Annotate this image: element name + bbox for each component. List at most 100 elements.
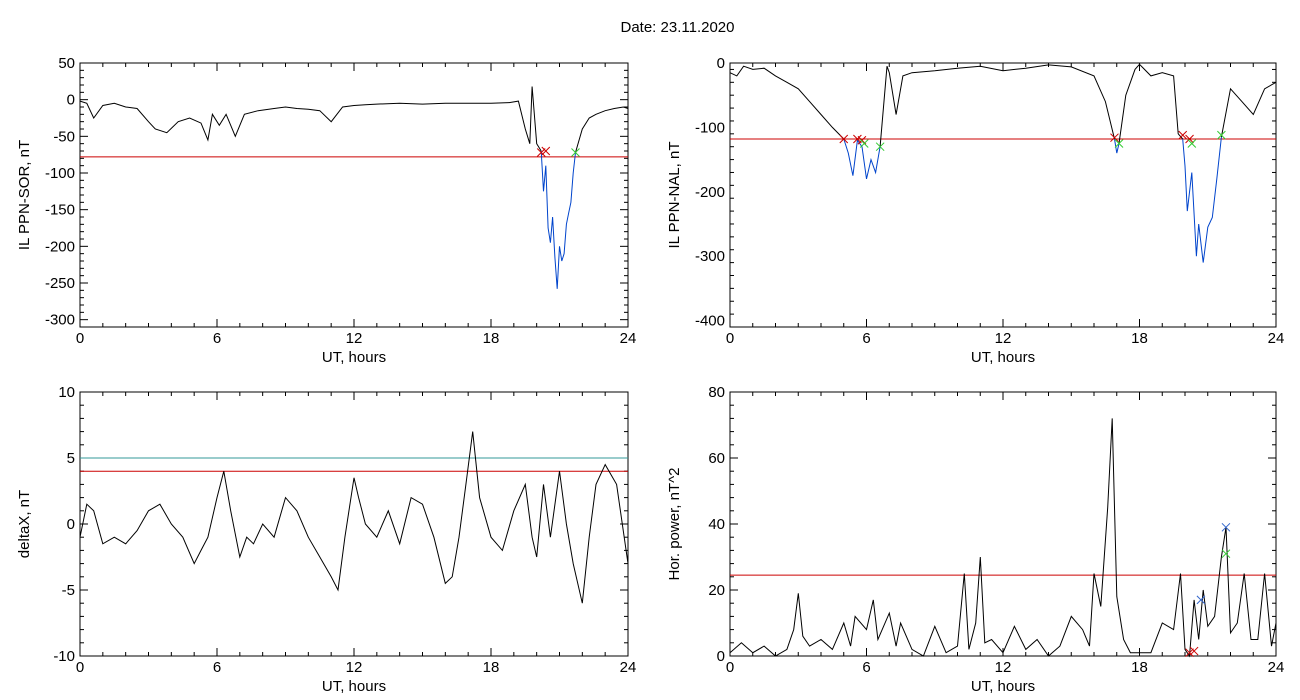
y-tick-label: -150	[45, 202, 75, 219]
y-tick-label: 0	[717, 648, 725, 665]
y-axis-label: IL PPN-SOR, nT	[16, 140, 33, 250]
series-line	[729, 65, 845, 140]
x-tick-label: 12	[995, 659, 1012, 676]
event-marker	[1221, 549, 1231, 559]
marker-stroke	[1185, 648, 1194, 658]
y-tick-label: -250	[45, 275, 75, 292]
y-tick-label: 80	[708, 384, 725, 401]
chart-panel-2: 0 6 12 18 24 0 -100 -200 -300 -400 UT, hours IL PPN…	[666, 55, 1284, 366]
marker-stroke	[1217, 130, 1226, 140]
x-tick-label: 0	[76, 330, 84, 347]
series-line	[1220, 81, 1277, 138]
marker-stroke	[1114, 139, 1124, 148]
plot-frame	[79, 62, 629, 328]
y-axis-label: Hor. power, nT^2	[666, 468, 683, 581]
marker-stroke	[1221, 522, 1231, 532]
y-tick-label: -100	[695, 119, 725, 136]
series-line	[575, 106, 629, 153]
x-tick-label: 18	[1131, 659, 1148, 676]
x-tick-label: 12	[346, 659, 363, 676]
series-line	[1114, 138, 1120, 154]
x-tick-label: 6	[213, 330, 221, 347]
series-line	[843, 138, 881, 180]
series-line	[79, 431, 629, 604]
y-tick-label: 0	[67, 92, 75, 109]
y-tick-label: 20	[708, 582, 725, 599]
event-marker	[1185, 134, 1194, 144]
plot-frame	[729, 62, 1277, 328]
x-tick-label: 12	[346, 330, 363, 347]
event-marker	[1187, 139, 1197, 148]
chart-panel-3: 0 6 12 18 24 10 5 0 -5 -10 UT, hours deltaX, nT	[16, 384, 636, 695]
y-axis-label: deltaX, nT	[16, 490, 33, 558]
x-tick-label: 24	[1268, 330, 1285, 347]
x-tick-label: 6	[862, 659, 870, 676]
x-tick-label: 24	[620, 330, 637, 347]
marker-stroke	[1189, 646, 1199, 656]
marker-stroke	[859, 139, 869, 148]
y-tick-label: 60	[708, 450, 725, 467]
x-tick-label: 0	[76, 659, 84, 676]
marker-stroke	[1178, 130, 1188, 140]
event-marker	[1114, 139, 1124, 148]
event-marker	[1178, 130, 1188, 140]
y-axis-label: IL PPN-NAL, nT	[666, 142, 683, 249]
event-marker	[1185, 648, 1194, 658]
x-tick-label: 6	[213, 659, 221, 676]
marker-stroke	[1110, 133, 1119, 143]
event-marker	[541, 146, 551, 156]
marker-stroke	[839, 134, 849, 144]
x-tick-label: 12	[995, 330, 1012, 347]
marker-stroke	[857, 135, 867, 145]
x-tick-label: 6	[862, 330, 870, 347]
y-tick-label: -10	[53, 648, 75, 665]
y-tick-label: -300	[45, 312, 75, 329]
x-axis-label: UT, hours	[971, 678, 1035, 695]
x-tick-label: 18	[1131, 330, 1148, 347]
series-line	[879, 64, 1115, 147]
x-tick-label: 0	[726, 330, 734, 347]
marker-stroke	[1187, 139, 1197, 148]
y-tick-label: -5	[62, 582, 75, 599]
chart-panel-4: 0 6 12 18 24 80 60 40 20 0 UT, hours Hor. power, nT…	[666, 384, 1284, 695]
marker-stroke	[1185, 134, 1194, 144]
event-marker	[571, 148, 580, 157]
chart-panel-1: 0 6 12 18 24 50 0 -50 -100 -150 -200 -250 -300 UT, ho…	[16, 55, 636, 366]
y-tick-label: 0	[67, 516, 75, 533]
y-tick-label: 0	[717, 55, 725, 72]
event-marker	[859, 139, 869, 148]
marker-stroke	[1196, 595, 1206, 605]
event-marker	[875, 142, 885, 152]
x-tick-label: 24	[620, 659, 637, 676]
y-tick-label: -400	[695, 313, 725, 330]
y-tick-label: -100	[45, 165, 75, 182]
y-tick-label: -200	[45, 238, 75, 255]
marker-stroke	[541, 146, 551, 156]
plot-frame	[729, 391, 1277, 657]
y-tick-label: -50	[53, 128, 75, 145]
event-marker	[1110, 133, 1119, 143]
y-tick-label: 10	[58, 384, 75, 401]
page-title: Date: 23.11.2020	[620, 19, 735, 36]
marker-stroke	[1221, 549, 1231, 559]
event-marker	[1217, 130, 1226, 140]
event-marker	[1189, 646, 1199, 656]
y-tick-label: 5	[67, 450, 75, 467]
x-tick-label: 0	[726, 659, 734, 676]
event-marker	[1196, 595, 1206, 605]
x-axis-label: UT, hours	[322, 678, 386, 695]
x-tick-label: 18	[483, 659, 500, 676]
marker-stroke	[571, 148, 580, 157]
x-axis-label: UT, hours	[971, 349, 1035, 366]
marker-stroke	[853, 134, 862, 144]
series-line	[1118, 63, 1184, 144]
x-tick-label: 24	[1268, 659, 1285, 676]
plot-frame	[79, 391, 629, 657]
y-tick-label: 50	[58, 55, 75, 72]
marker-stroke	[875, 142, 885, 152]
series-line	[79, 86, 542, 152]
y-tick-label: -200	[695, 184, 725, 201]
x-tick-label: 18	[483, 330, 500, 347]
x-axis-label: UT, hours	[322, 349, 386, 366]
